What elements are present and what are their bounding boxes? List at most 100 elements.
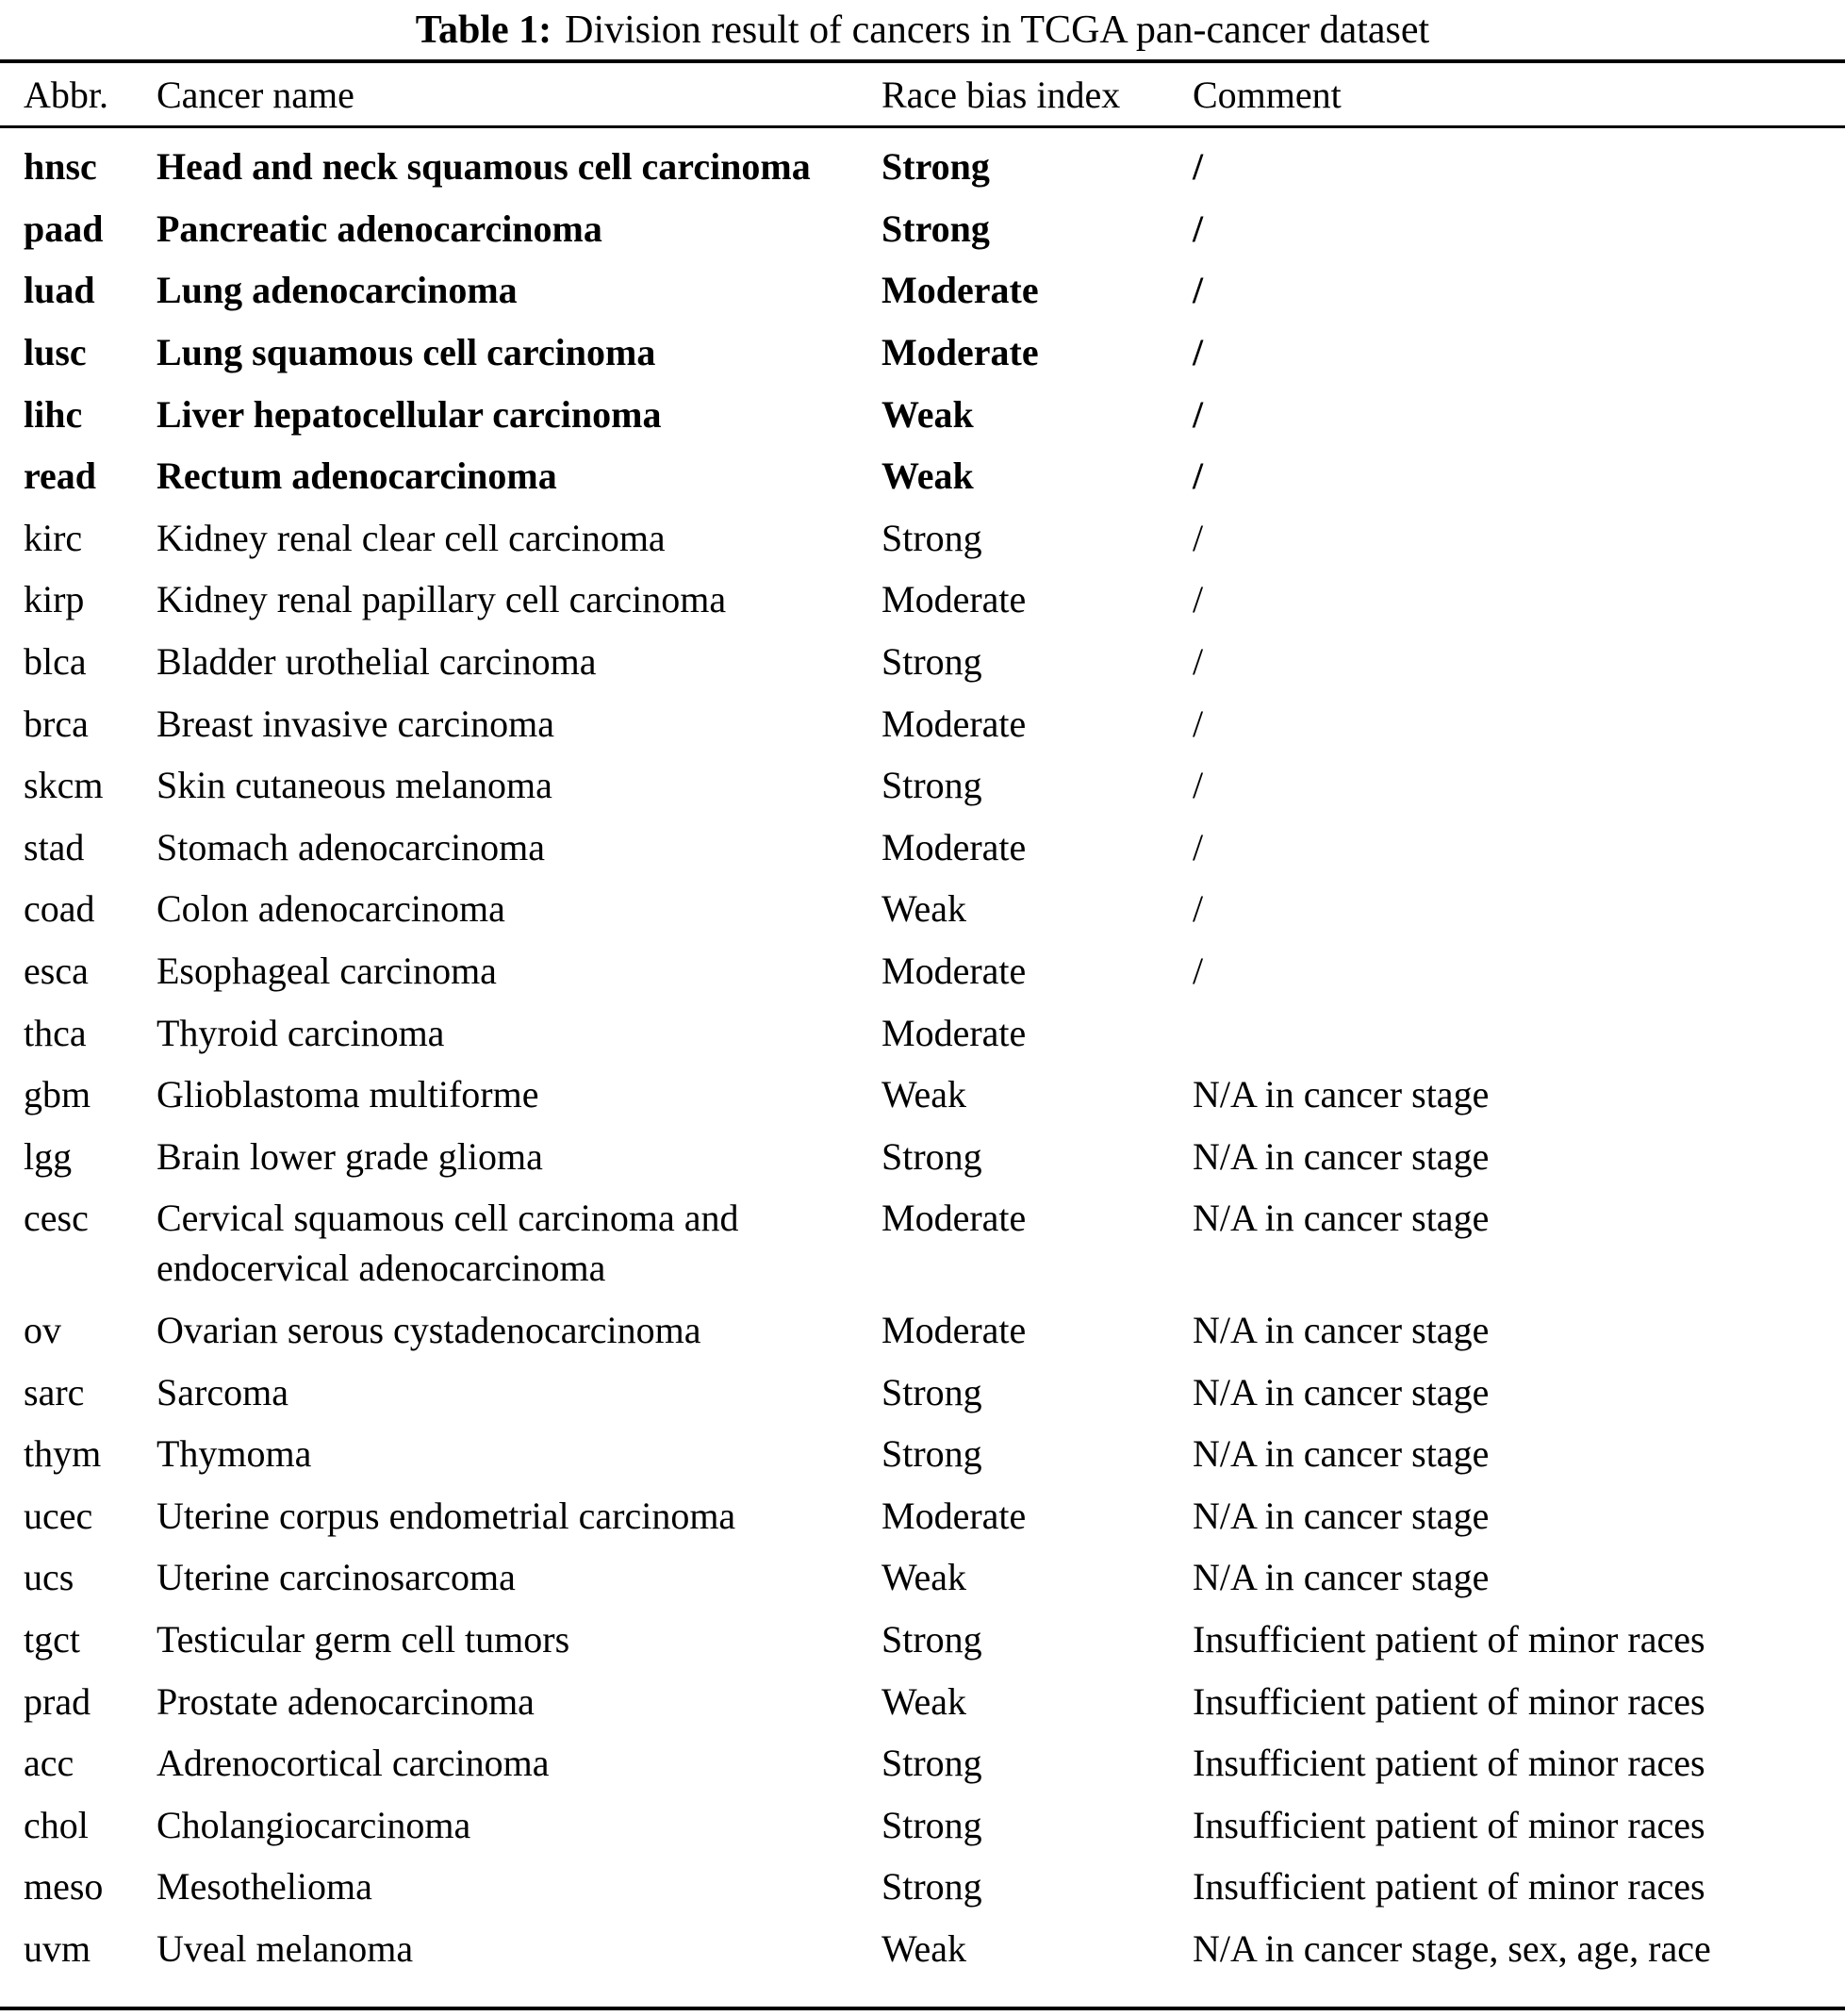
table-row: esca Esophageal carcinoma Moderate / [0, 940, 1845, 1002]
cell-abbr: kirc [24, 516, 83, 559]
bottom-rule [0, 2007, 1845, 2010]
cell-comment: N/A in cancer stage [1193, 1308, 1490, 1351]
table-row: brca Breast invasive carcinoma Moderate … [0, 692, 1845, 754]
col-header-cancer-name: Cancer name [156, 73, 354, 116]
footer-space [0, 2010, 1845, 2016]
cell-comment: N/A in cancer stage [1193, 1073, 1490, 1116]
cell-race-bias-index: Strong [881, 1617, 982, 1661]
cell-comment: / [1193, 887, 1204, 931]
cell-comment: / [1193, 454, 1204, 498]
cell-abbr: meso [24, 1865, 104, 1909]
cell-cancer-name: Brain lower grade glioma [156, 1134, 543, 1178]
col-header-race-bias-index: Race bias index [881, 73, 1121, 116]
table-row: lusc Lung squamous cell carcinoma Modera… [0, 322, 1845, 384]
table-row: paad Pancreatic adenocarcinoma Strong / [0, 198, 1845, 260]
cell-comment: N/A in cancer stage [1193, 1494, 1490, 1537]
cell-cancer-name: Lung squamous cell carcinoma [156, 331, 656, 374]
cell-race-bias-index: Moderate [881, 702, 1027, 745]
cell-cancer-name: Pancreatic adenocarcinoma [156, 207, 602, 250]
cell-comment: / [1193, 145, 1204, 189]
table-body: hnsc Head and neck squamous cell carcino… [0, 128, 1845, 2007]
cell-race-bias-index: Moderate [881, 1011, 1027, 1054]
top-rule [0, 59, 1845, 63]
cell-race-bias-index: Weak [881, 1556, 967, 1599]
table-row: blca Bladder urothelial carcinoma Strong… [0, 631, 1845, 693]
cell-race-bias-index: Weak [881, 392, 974, 436]
cell-cancer-name: Adrenocortical carcinoma [156, 1742, 550, 1785]
cell-comment: / [1193, 207, 1204, 250]
cell-race-bias-index: Strong [881, 764, 982, 807]
col-header-comment: Comment [1193, 73, 1342, 116]
cell-race-bias-index: Moderate [881, 578, 1027, 621]
cell-race-bias-index: Strong [881, 207, 990, 250]
cell-race-bias-index: Weak [881, 887, 967, 931]
cell-cancer-name: Bladder urothelial carcinoma [156, 640, 597, 684]
cell-comment [1193, 1008, 1845, 1058]
cell-comment: / [1193, 825, 1204, 868]
header-rule [0, 125, 1845, 128]
cell-abbr: tgct [24, 1617, 80, 1661]
cell-comment: N/A in cancer stage [1193, 1134, 1490, 1178]
cell-abbr: luad [24, 269, 95, 312]
cell-cancer-name: Uveal melanoma [156, 1926, 414, 1970]
cell-race-bias-index: Strong [881, 1432, 982, 1476]
table-row: meso Mesothelioma Strong Insufficient pa… [0, 1856, 1845, 1918]
cell-race-bias-index: Moderate [881, 1494, 1027, 1537]
cell-comment: / [1193, 331, 1204, 374]
cell-cancer-name: Stomach adenocarcinoma [156, 825, 546, 868]
cell-cancer-name: Prostate adenocarcinoma [156, 1679, 535, 1723]
cell-cancer-name: Uterine corpus endometrial carcinoma [156, 1494, 736, 1537]
cell-race-bias-index: Moderate [881, 825, 1027, 868]
table-header-row: Abbr. Cancer name Race bias index Commen… [0, 63, 1845, 125]
cell-comment: N/A in cancer stage, sex, age, race [1193, 1926, 1711, 1970]
cell-comment: / [1193, 269, 1204, 312]
table-row: chol Cholangiocarcinoma Strong Insuffici… [0, 1793, 1845, 1856]
cell-abbr: ucec [24, 1494, 93, 1537]
cell-abbr: stad [24, 825, 85, 868]
cell-abbr: read [24, 454, 97, 498]
cell-abbr: hnsc [24, 145, 97, 189]
table-row: acc Adrenocortical carcinoma Strong Insu… [0, 1732, 1845, 1794]
cell-comment: / [1193, 516, 1204, 559]
table-row: hnsc Head and neck squamous cell carcino… [0, 136, 1845, 198]
cell-comment: / [1193, 640, 1204, 684]
cell-race-bias-index: Strong [881, 516, 982, 559]
cell-race-bias-index: Strong [881, 1134, 982, 1178]
table-caption-text: Division result of cancers in TCGA pan-c… [565, 8, 1430, 52]
cell-race-bias-index: Weak [881, 1679, 967, 1723]
cell-comment: Insufficient patient of minor races [1193, 1803, 1705, 1846]
table-row: cesc Cervical squamous cell carcinoma an… [0, 1187, 1845, 1299]
cell-comment: / [1193, 702, 1204, 745]
cell-race-bias-index: Weak [881, 1926, 967, 1970]
table-row: tgct Testicular germ cell tumors Strong … [0, 1609, 1845, 1671]
cell-abbr: acc [24, 1742, 74, 1785]
cell-comment: / [1193, 578, 1204, 621]
cell-abbr: lihc [24, 392, 83, 436]
cell-abbr: skcm [24, 764, 104, 807]
cell-race-bias-index: Moderate [881, 950, 1027, 993]
cell-cancer-name: Colon adenocarcinoma [156, 887, 505, 931]
table-row: stad Stomach adenocarcinoma Moderate / [0, 817, 1845, 879]
cell-abbr: coad [24, 887, 95, 931]
cell-cancer-name: Glioblastoma multiforme [156, 1073, 539, 1116]
cell-comment: Insufficient patient of minor races [1193, 1679, 1705, 1723]
cell-cancer-name: Uterine carcinosarcoma [156, 1556, 516, 1599]
cell-race-bias-index: Moderate [881, 1197, 1027, 1240]
cell-cancer-name: Mesothelioma [156, 1865, 372, 1909]
cell-cancer-name: Thymoma [156, 1432, 312, 1476]
cell-abbr: lgg [24, 1134, 73, 1178]
cell-abbr: ov [24, 1308, 61, 1351]
table-row: uvm Uveal melanoma Weak N/A in cancer st… [0, 1918, 1845, 1980]
cell-cancer-name: Sarcoma [156, 1370, 288, 1413]
cell-comment: / [1193, 764, 1204, 807]
cell-race-bias-index: Weak [881, 454, 974, 498]
cell-abbr: chol [24, 1803, 89, 1846]
cell-comment: N/A in cancer stage [1193, 1370, 1490, 1413]
cell-comment: Insufficient patient of minor races [1193, 1865, 1705, 1909]
cell-abbr: esca [24, 950, 89, 993]
cell-race-bias-index: Strong [881, 1370, 982, 1413]
cell-cancer-name: Head and neck squamous cell carcinoma [156, 145, 811, 189]
table-row: thca Thyroid carcinoma Moderate [0, 1001, 1845, 1064]
table-caption-label: Table 1: [415, 8, 552, 52]
cell-comment: N/A in cancer stage [1193, 1197, 1490, 1240]
